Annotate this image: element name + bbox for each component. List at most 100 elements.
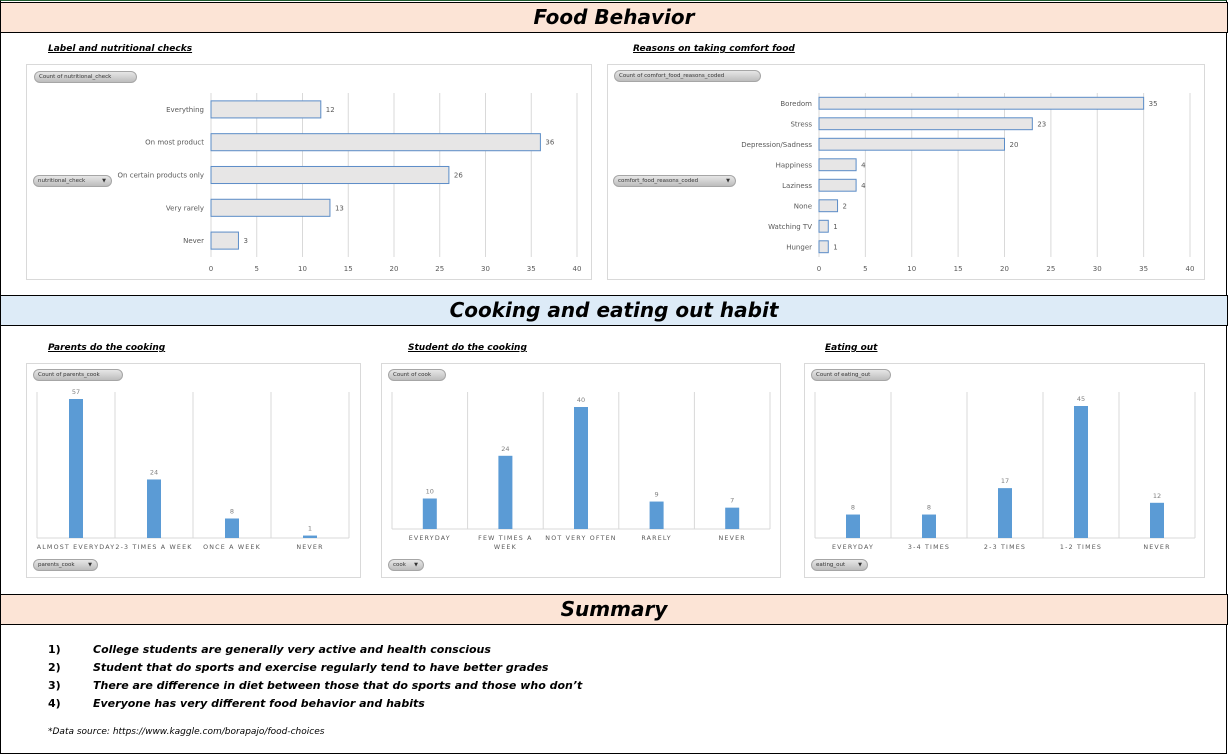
data-label: 9 (655, 491, 659, 499)
x-tick-label: 25 (435, 265, 444, 273)
value-field-label: Count of nutritional_check (39, 74, 112, 80)
value-field-label: Count of cook (393, 372, 432, 378)
chart-plot-student: 10 EVERYDAY 24 FEW TIMES A WEEK 40 NOT VERY OF… (391, 392, 771, 551)
bar (818, 219, 829, 233)
category-label: On most product (145, 139, 204, 147)
category-label: FEW TIMES A WEEK (478, 535, 532, 551)
data-label: 13 (335, 204, 344, 212)
data-label: 2 (843, 202, 847, 210)
summary-item-number: 3) (48, 679, 61, 692)
x-tick-label: 20 (390, 265, 399, 273)
data-source-note: *Data source: https://www.kaggle.com/bor… (48, 727, 325, 737)
category-label: EVERYDAY (832, 544, 874, 551)
category-label: NEVER (1143, 544, 1170, 551)
data-label: 45 (1077, 395, 1085, 403)
bar (818, 158, 857, 172)
chart-plot-comfort: 0 5 10 15 20 25 30 35 40 Boredom 35 Stress 23 Depress… (741, 93, 1194, 273)
data-label: 40 (577, 396, 585, 404)
x-tick-label: 25 (1046, 265, 1055, 273)
axis-field-label: comfort_food_reasons_coded (618, 178, 699, 184)
value-field-button[interactable]: Count of comfort_food_reasons_coded (614, 70, 761, 82)
axis-field-dropdown[interactable]: comfort_food_reasons_coded ▼ (613, 175, 736, 187)
bar (818, 199, 839, 213)
value-field-button[interactable]: Count of parents_cook (33, 369, 123, 381)
axis-field-dropdown[interactable]: parents_cook ▼ (33, 559, 98, 571)
bar (1074, 406, 1088, 538)
x-tick-label: 10 (907, 265, 916, 273)
summary-item-text: College students are generally very acti… (93, 643, 491, 656)
chart-title-student: Student do the cooking (408, 343, 527, 353)
category-label: Watching TV (768, 223, 812, 231)
category-label: ALMOST EVERYDAY (37, 544, 116, 551)
x-tick-label: 30 (1093, 265, 1102, 273)
data-label: 36 (545, 139, 554, 147)
data-label: 12 (326, 106, 335, 114)
x-tick-label: 0 (817, 265, 821, 273)
x-tick-label: 35 (527, 265, 536, 273)
bar (922, 514, 936, 538)
category-label: On certain products only (118, 172, 204, 180)
axis-field-dropdown[interactable]: cook ▼ (388, 559, 424, 571)
data-label: 35 (1149, 100, 1158, 108)
dropdown-arrow-icon: ▼ (726, 178, 730, 184)
summary-item-text: Student that do sports and exercise regu… (93, 661, 549, 674)
x-tick-label: 20 (1000, 265, 1009, 273)
data-label: 8 (927, 504, 931, 512)
chart-student: Count of cook cook ▼ 10 EVERYDAY 24 FEW TIME… (381, 363, 781, 578)
bar (818, 96, 1145, 110)
x-tick-label: 35 (1139, 265, 1148, 273)
data-label: 4 (861, 182, 866, 190)
section-header-food-behavior: Food Behavior (0, 2, 1228, 33)
category-label: 2-3 TIMES A WEEK (115, 544, 192, 551)
section-header-cooking: Cooking and eating out habit (0, 295, 1228, 326)
category-label: NEVER (719, 535, 746, 542)
chart-title-comfort: Reasons on taking comfort food (633, 44, 795, 54)
category-label: 1-2 TIMES (1060, 544, 1102, 551)
category-label: Boredom (780, 100, 812, 108)
category-label: NOT VERY OFTEN (545, 535, 616, 542)
bar (998, 488, 1012, 538)
value-field-button[interactable]: Count of eating_out (811, 369, 891, 381)
chart-title-parents: Parents do the cooking (48, 343, 166, 353)
bar (210, 100, 322, 119)
chart-eating: Count of eating_out eating_out ▼ 8 EVERYDA… (804, 363, 1205, 578)
data-label: 24 (150, 468, 158, 476)
axis-field-dropdown[interactable]: nutritional_check ▼ (33, 175, 112, 187)
category-label: Happiness (776, 161, 813, 169)
category-label: Laziness (782, 182, 812, 190)
axis-field-label: nutritional_check (38, 178, 86, 184)
bar (69, 399, 83, 538)
bar (210, 133, 541, 152)
bar (422, 498, 437, 529)
dropdown-arrow-icon: ▼ (858, 562, 862, 568)
bar (725, 507, 740, 529)
category-label: None (794, 202, 812, 210)
data-label: 3 (243, 237, 247, 245)
value-field-button[interactable]: Count of cook (388, 369, 446, 381)
bar (147, 479, 161, 538)
axis-field-label: eating_out (816, 562, 846, 568)
data-label: 17 (1001, 477, 1009, 485)
bar (846, 514, 860, 538)
bar (649, 501, 664, 529)
data-label: 10 (426, 488, 434, 496)
x-tick-label: 30 (481, 265, 490, 273)
data-label: 20 (1010, 141, 1019, 149)
x-tick-label: 15 (344, 265, 353, 273)
x-tick-label: 5 (255, 265, 259, 273)
value-field-button[interactable]: Count of nutritional_check (34, 71, 137, 83)
category-label: Depression/Sadness (741, 141, 812, 149)
axis-field-dropdown[interactable]: eating_out ▼ (811, 559, 868, 571)
data-label: 1 (308, 525, 312, 533)
data-label: 1 (833, 243, 837, 251)
section-header-summary: Summary (0, 594, 1228, 625)
x-tick-label: 0 (209, 265, 213, 273)
x-tick-label: 40 (573, 265, 582, 273)
category-label-line: NOT VERY OFTEN (545, 535, 616, 542)
bar (498, 455, 513, 529)
summary-item-text: Everyone has very different food behavio… (93, 697, 425, 710)
data-label: 24 (501, 445, 509, 453)
dropdown-arrow-icon: ▼ (102, 178, 106, 184)
value-field-label: Count of eating_out (816, 372, 871, 378)
